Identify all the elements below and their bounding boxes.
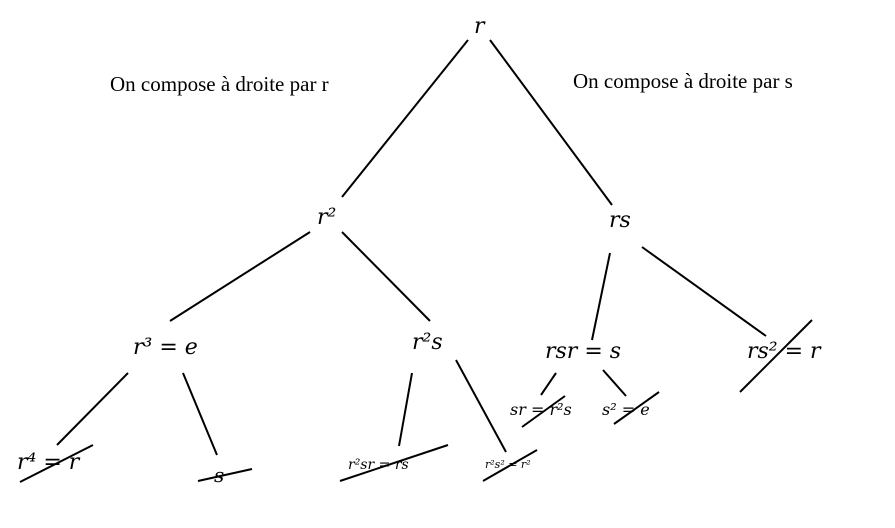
strike-rs2 [739,319,813,393]
edge-r2s-r2s2 [455,359,507,453]
edge-r2-r2s [341,231,431,322]
edge-rsr-s2 [602,369,627,397]
edge-rs-rsr [591,252,611,341]
node-r2: r² [317,205,337,230]
node-r4-eq-r: r⁴ = r [17,450,80,475]
edge-r3e-r4 [56,372,129,446]
strike-r4 [19,444,94,483]
edge-rsr-sr [540,372,557,396]
strike-s [197,468,253,482]
node-r2s2-eq-r2: r²s² = r² [485,458,531,471]
edge-root-rs [489,39,613,206]
caption-compose-r: On compose à droite par r [110,72,329,96]
node-rs2-eq-r: rs² = r [747,339,821,364]
node-s2-eq-e: s² = e [602,400,650,419]
node-root: r [474,14,485,39]
node-r2sr-eq-rs: r²sr = rs [348,457,409,473]
node-r2s: r²s [412,330,443,355]
edge-r3e-s [182,372,218,456]
node-s: s [214,463,225,487]
edge-r2s-r2sr [398,372,413,447]
node-sr-eq-r2s: sr = r²s [510,400,572,419]
node-rsr-eq-s: rsr = s [545,339,622,364]
node-r3-eq-e: r³ = e [133,335,198,360]
edge-root-r2 [341,39,469,198]
node-rs: rs [609,208,631,233]
strike-r2s2 [482,449,538,482]
caption-compose-s: On compose à droite par s [573,69,793,93]
strike-r2sr [339,444,449,482]
strike-sr [521,395,566,428]
strike-s2 [613,391,660,425]
edge-r2-r3e [169,231,311,322]
edge-rs-rs2 [641,246,767,337]
